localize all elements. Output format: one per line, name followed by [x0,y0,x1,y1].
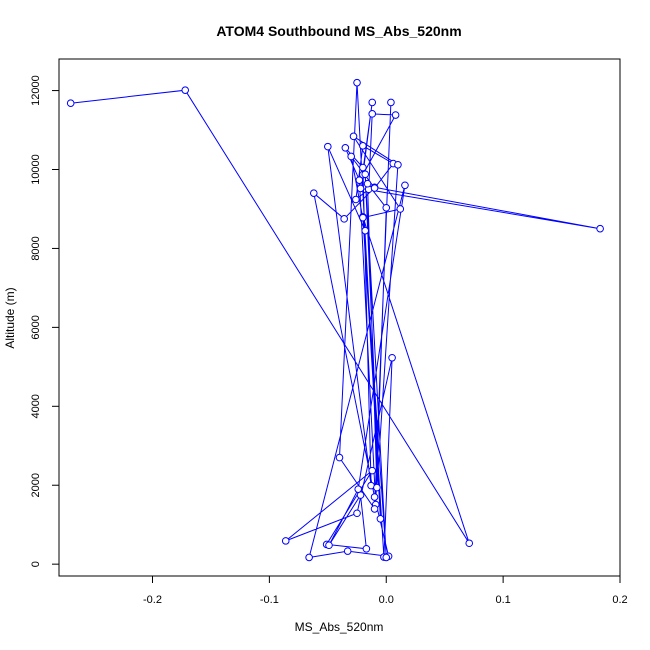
x-tick-label: 0.0 [379,594,394,606]
data-point [359,213,367,222]
data-point [354,485,363,493]
x-tick-label: 0.1 [495,594,510,606]
data-point [340,215,348,223]
y-tick-label: 4000 [30,394,42,418]
data-point [370,493,379,501]
y-tick-label: 10000 [30,154,42,185]
data-point [335,453,344,462]
series-line [70,82,601,559]
data-point [362,544,371,553]
series-points [66,78,604,562]
data-point [324,142,332,151]
data-point [368,98,377,107]
data-point [353,78,361,87]
data-point [361,226,370,235]
data-point [347,152,355,161]
y-tick-label: 0 [30,561,42,567]
y-tick-label: 6000 [30,315,42,339]
data-point [394,160,402,169]
data-point [341,143,350,152]
data-point [349,132,358,141]
data-point [363,179,372,188]
x-tick-label: 0.2 [612,594,627,606]
data-point [370,184,379,192]
data-point [352,195,360,204]
y-tick-label: 2000 [30,473,42,497]
data-point [356,184,365,193]
data-point [391,111,400,119]
series-path [70,82,601,559]
data-point [343,547,352,555]
data-point [359,142,367,150]
data-point [370,505,379,513]
data-point [353,509,361,518]
data-point [465,539,474,548]
data-point [325,541,333,550]
data-point [388,353,396,362]
data-point [355,176,364,184]
data-point [359,163,367,172]
x-axis-label: MS_Abs_520nm [295,620,384,634]
data-point [368,110,377,118]
y-axis: 0 2000 4000 6000 8000 10000 12000 [30,75,60,567]
y-axis-label: Altitude (m) [3,287,17,348]
plot-frame [58,58,621,577]
data-point [361,170,370,179]
data-point [305,553,313,562]
y-tick-label: 8000 [30,236,42,260]
data-point [382,553,391,562]
data-point [387,98,395,107]
x-axis: -0.2 -0.1 0.0 0.1 0.2 [143,575,628,606]
data-point [401,181,409,190]
data-point [596,224,604,233]
x-tick-label: -0.1 [260,594,279,606]
data-point [309,189,318,197]
data-point [396,205,405,213]
data-point [373,483,381,492]
chart-title: ATOM4 Southbound MS_Abs_520nm [216,23,461,39]
data-point [181,86,190,94]
data-point [382,203,391,212]
data-point [368,466,377,475]
data-point [376,514,385,523]
x-tick-label: -0.2 [143,594,162,606]
y-tick-label: 12000 [30,75,42,106]
data-point [281,537,290,545]
data-point [66,99,75,108]
